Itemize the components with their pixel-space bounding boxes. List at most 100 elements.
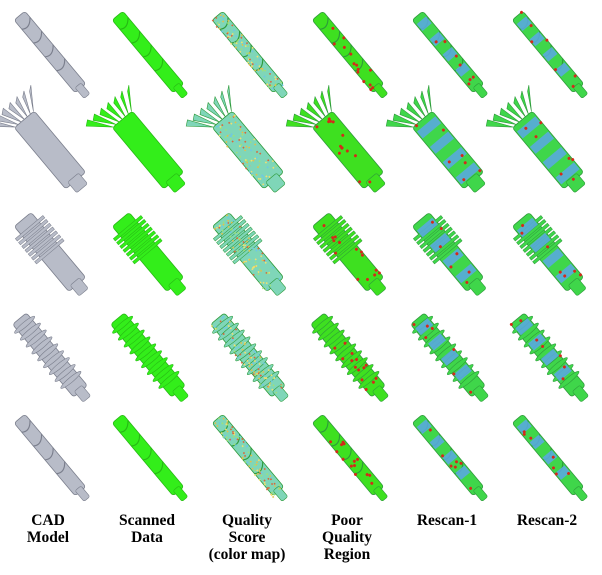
quality-speckle [258, 65, 261, 68]
gear-tooth [513, 95, 526, 117]
poor-quality-marker [559, 172, 563, 176]
gear-tooth [232, 238, 263, 265]
poor-quality-marker [338, 240, 342, 244]
quality-speckle [254, 143, 257, 146]
gear-tooth [8, 101, 25, 120]
drill-bit-rescan2-thumb [512, 10, 588, 99]
flute-line [319, 17, 329, 30]
quality-speckle [257, 377, 261, 380]
quality-speckle [245, 240, 249, 243]
quality-speckle [227, 216, 230, 219]
quality-speckle [236, 237, 239, 240]
poor-quality-marker [460, 154, 464, 158]
poor-quality-marker [373, 273, 377, 277]
gear-tooth [322, 226, 353, 253]
poor-quality-marker [412, 323, 416, 327]
quality-speckle [241, 444, 244, 448]
quality-speckle [263, 75, 266, 78]
quality-speckle [271, 388, 274, 391]
poor-quality-marker [458, 63, 462, 67]
gear-tooth [519, 222, 550, 249]
gear-tooth [212, 215, 244, 242]
poor-quality-marker [454, 460, 458, 464]
quality-speckle [258, 362, 261, 366]
quality-speckle [240, 160, 243, 163]
quality-speckle [227, 225, 230, 228]
quality-speckle [267, 386, 270, 389]
rescan-patch [540, 348, 559, 366]
part-shank [75, 486, 90, 502]
quality-speckle [222, 435, 225, 438]
poor-quality-marker [360, 253, 364, 257]
rescan-patch [416, 116, 442, 139]
poor-quality-marker [353, 464, 357, 468]
flute-line [56, 461, 66, 475]
quality-speckle [234, 328, 238, 331]
quality-speckle [257, 273, 260, 276]
quality-speckle [248, 160, 252, 163]
quality-speckle [245, 167, 248, 170]
rescan-patch [542, 146, 567, 170]
poor-quality-marker [430, 220, 434, 224]
poor-quality-marker [364, 387, 368, 391]
poor-quality-marker [558, 354, 562, 358]
quality-speckle [260, 174, 264, 177]
rescan-patch [440, 348, 459, 366]
quality-speckle [262, 183, 265, 186]
quality-speckle [229, 231, 232, 234]
quality-speckle [246, 245, 249, 249]
poor-quality-marker [529, 436, 533, 440]
quality-speckle [243, 42, 246, 45]
quality-speckle [238, 243, 241, 246]
quality-speckle [273, 376, 276, 380]
quality-speckle [256, 55, 259, 58]
quality-speckle [274, 84, 277, 87]
thread-ridge [135, 343, 157, 362]
quality-speckle [278, 484, 281, 487]
gear-tooth [219, 222, 250, 249]
quality-speckle [255, 360, 259, 364]
gear-tooth [85, 119, 114, 128]
quality-speckle [226, 439, 229, 442]
quality-speckle [249, 141, 252, 144]
quality-speckle [257, 366, 260, 369]
part-shank [173, 486, 188, 502]
poor-quality-marker [425, 324, 429, 328]
quality-speckle [244, 158, 247, 162]
quality-speckle [269, 475, 272, 478]
quality-speckle [225, 423, 228, 426]
quality-speckle [252, 273, 255, 277]
quality-speckle [242, 440, 245, 444]
quality-speckle [267, 477, 270, 480]
quality-speckle [235, 35, 238, 38]
quality-speckle [230, 221, 233, 224]
part-body [14, 414, 86, 496]
part-shank [466, 173, 486, 193]
threaded-shaft-rescan1-thumb [411, 313, 489, 402]
gear-tooth [14, 215, 46, 242]
quality-speckle [210, 324, 214, 328]
flute-line [242, 447, 252, 461]
flute-line [331, 31, 341, 44]
poor-quality-marker [554, 68, 558, 72]
poor-quality-marker [350, 359, 354, 363]
thread-ridge [54, 364, 76, 382]
quality-speckle [232, 435, 235, 438]
quality-speckle [231, 426, 234, 429]
rescan-patch [455, 162, 480, 185]
flute-line [342, 44, 352, 58]
quality-speckle [238, 40, 241, 43]
quality-speckle [265, 287, 269, 291]
quality-speckle [244, 131, 247, 134]
quality-speckle [222, 15, 225, 18]
quality-speckle [221, 229, 224, 232]
rescan-patch [442, 46, 458, 62]
quality-speckle [234, 444, 238, 447]
quality-speckle [241, 348, 244, 351]
gear-tooth [122, 226, 153, 253]
thread-ridge [48, 357, 70, 375]
poor-quality-marker [352, 459, 356, 463]
quality-speckle [248, 58, 252, 61]
quality-speckle [221, 422, 224, 425]
quality-speckle [258, 470, 261, 473]
